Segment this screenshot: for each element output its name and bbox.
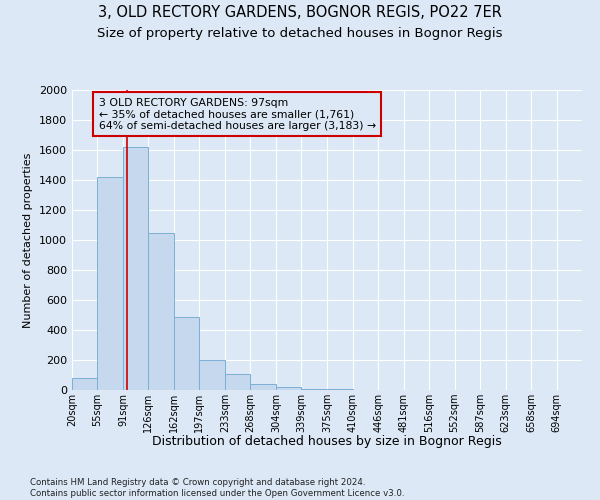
Text: Size of property relative to detached houses in Bognor Regis: Size of property relative to detached ho… <box>97 28 503 40</box>
Bar <box>276 387 301 390</box>
Bar <box>123 147 148 390</box>
Bar <box>225 374 250 390</box>
Bar <box>199 360 225 390</box>
Text: Contains HM Land Registry data © Crown copyright and database right 2024.
Contai: Contains HM Land Registry data © Crown c… <box>30 478 404 498</box>
Bar <box>250 384 276 390</box>
Bar <box>148 232 174 390</box>
Text: Distribution of detached houses by size in Bognor Regis: Distribution of detached houses by size … <box>152 435 502 448</box>
Bar <box>301 389 328 390</box>
Bar <box>72 378 97 390</box>
Bar <box>174 316 199 390</box>
Bar <box>328 389 353 390</box>
Text: 3, OLD RECTORY GARDENS, BOGNOR REGIS, PO22 7ER: 3, OLD RECTORY GARDENS, BOGNOR REGIS, PO… <box>98 5 502 20</box>
Y-axis label: Number of detached properties: Number of detached properties <box>23 152 34 328</box>
Text: 3 OLD RECTORY GARDENS: 97sqm
← 35% of detached houses are smaller (1,761)
64% of: 3 OLD RECTORY GARDENS: 97sqm ← 35% of de… <box>98 98 376 130</box>
Bar <box>97 177 123 390</box>
